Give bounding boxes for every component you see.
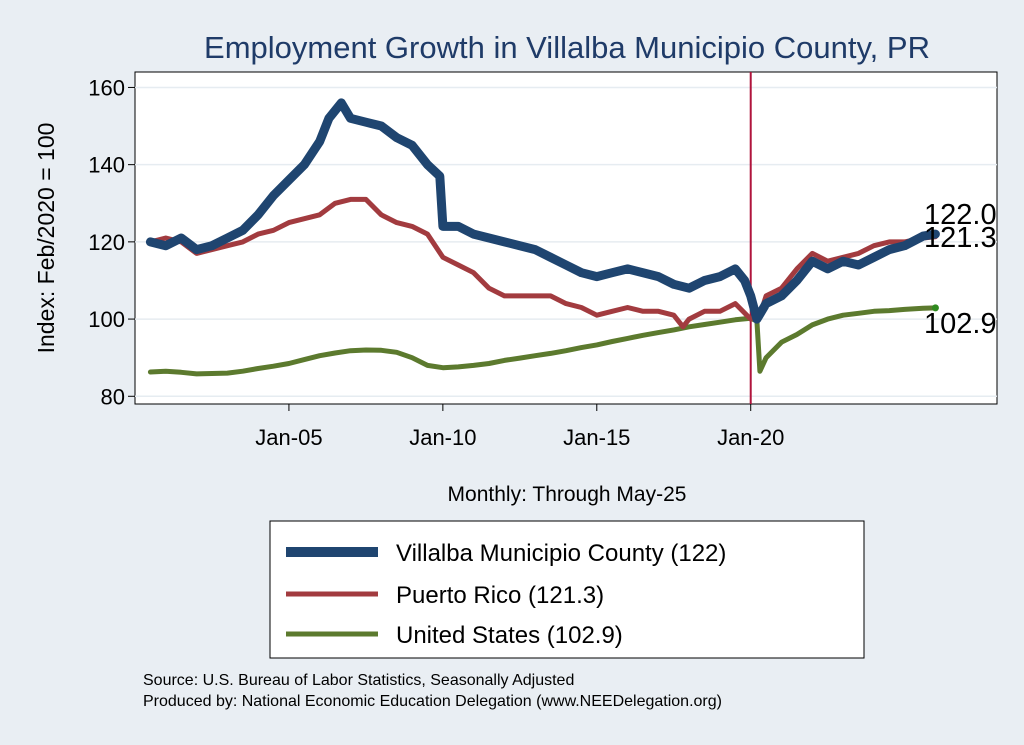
series-group xyxy=(145,98,940,377)
y-axis-label: Index: Feb/2020 = 100 xyxy=(33,123,59,354)
end-label-0: 122.0 xyxy=(924,199,997,231)
x-axis-label: Monthly: Through May-25 xyxy=(448,483,687,506)
x-tick-label-0: Jan-05 xyxy=(255,425,322,450)
source-note: Source: U.S. Bureau of Labor Statistics,… xyxy=(143,672,575,689)
y-tick-label-3: 140 xyxy=(88,153,125,178)
legend-label-1: Puerto Rico (121.3) xyxy=(396,582,604,609)
x-tick-label-3: Jan-20 xyxy=(717,425,784,450)
legend-items: Villalba Municipio County (122) Puerto Ri… xyxy=(286,540,726,649)
x-tick-label-2: Jan-15 xyxy=(563,425,630,450)
producer-note: Produced by: National Economic Education… xyxy=(143,693,722,710)
y-tick-label-4: 160 xyxy=(88,75,125,100)
y-tick-label-2: 120 xyxy=(88,230,125,255)
series-line-0 xyxy=(145,98,940,324)
y-tick-label-1: 100 xyxy=(88,307,125,332)
end-label-2: 102.9 xyxy=(924,308,997,340)
legend-label-2: United States (102.9) xyxy=(396,622,623,649)
y-tick-label-0: 80 xyxy=(101,384,125,409)
y-axis: 80 100 120 140 160 xyxy=(88,75,135,409)
us-end-marker xyxy=(931,304,939,312)
series-line-2 xyxy=(147,305,938,377)
x-axis: Jan-05 Jan-10 Jan-15 Jan-20 xyxy=(255,404,784,450)
legend-label-0: Villalba Municipio County (122) xyxy=(396,540,726,567)
chart-title: Employment Growth in Villalba Municipio … xyxy=(204,30,930,65)
series-line-1 xyxy=(147,196,938,330)
x-tick-label-1: Jan-10 xyxy=(409,425,476,450)
end-label-1: 121.3 xyxy=(924,222,997,254)
plot-area xyxy=(134,71,998,405)
grid xyxy=(135,86,997,398)
